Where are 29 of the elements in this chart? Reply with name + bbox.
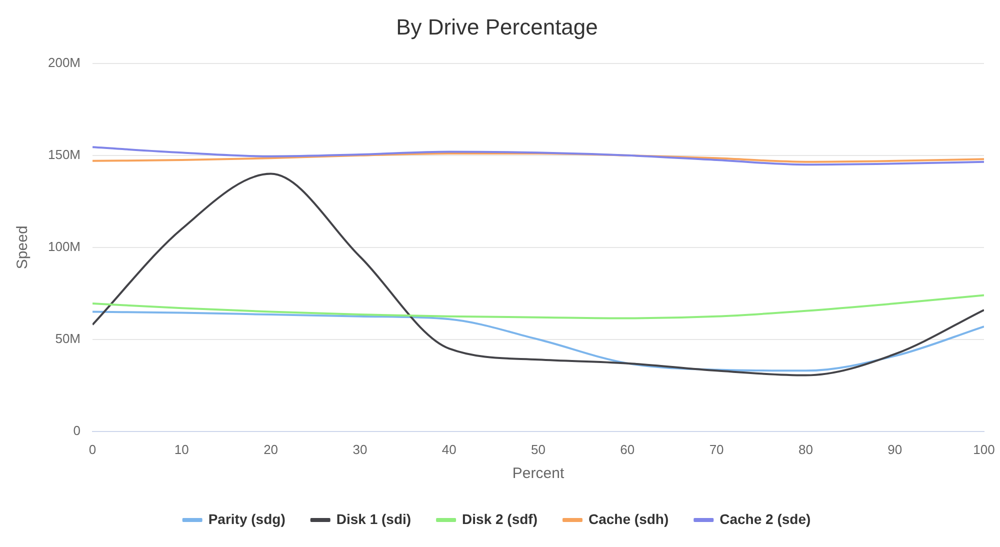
line-series <box>92 294 984 320</box>
x-axis-title: Percent <box>512 465 565 482</box>
line-series <box>92 152 984 163</box>
x-tick-label: 0 <box>88 442 96 457</box>
x-tick-label: 30 <box>352 442 368 457</box>
legend-label: Cache 2 (sde) <box>720 510 811 527</box>
x-tick-label: 50 <box>531 442 546 457</box>
x-tick-label: 10 <box>174 442 189 457</box>
x-tick-label: 60 <box>620 442 635 457</box>
legend-label: Parity (sdg) <box>208 510 286 527</box>
line-series <box>92 146 984 166</box>
chart-title: By Drive Percentage <box>396 14 598 40</box>
y-tick-label: 100M <box>48 238 81 254</box>
x-tick-label: 40 <box>442 442 456 457</box>
legend-label: Disk 2 (sdf) <box>462 510 538 527</box>
x-tick-label: 90 <box>888 442 902 457</box>
x-tick-label: 70 <box>709 442 724 457</box>
legend-label: Disk 1 (sdi) <box>336 510 412 527</box>
x-tick-label: 80 <box>798 442 813 457</box>
legend-label: Cache (sdh) <box>588 510 669 527</box>
y-tick-label: 0 <box>73 422 81 438</box>
y-tick-label: 200M <box>48 54 81 70</box>
y-tick-label: 150M <box>48 146 81 162</box>
y-axis-title: Speed <box>14 226 32 270</box>
x-tick-label: 20 <box>264 442 278 457</box>
y-tick-label: 50M <box>55 330 81 346</box>
x-tick-label: 100 <box>973 442 995 457</box>
line-series <box>92 310 984 372</box>
line-series <box>92 172 984 376</box>
